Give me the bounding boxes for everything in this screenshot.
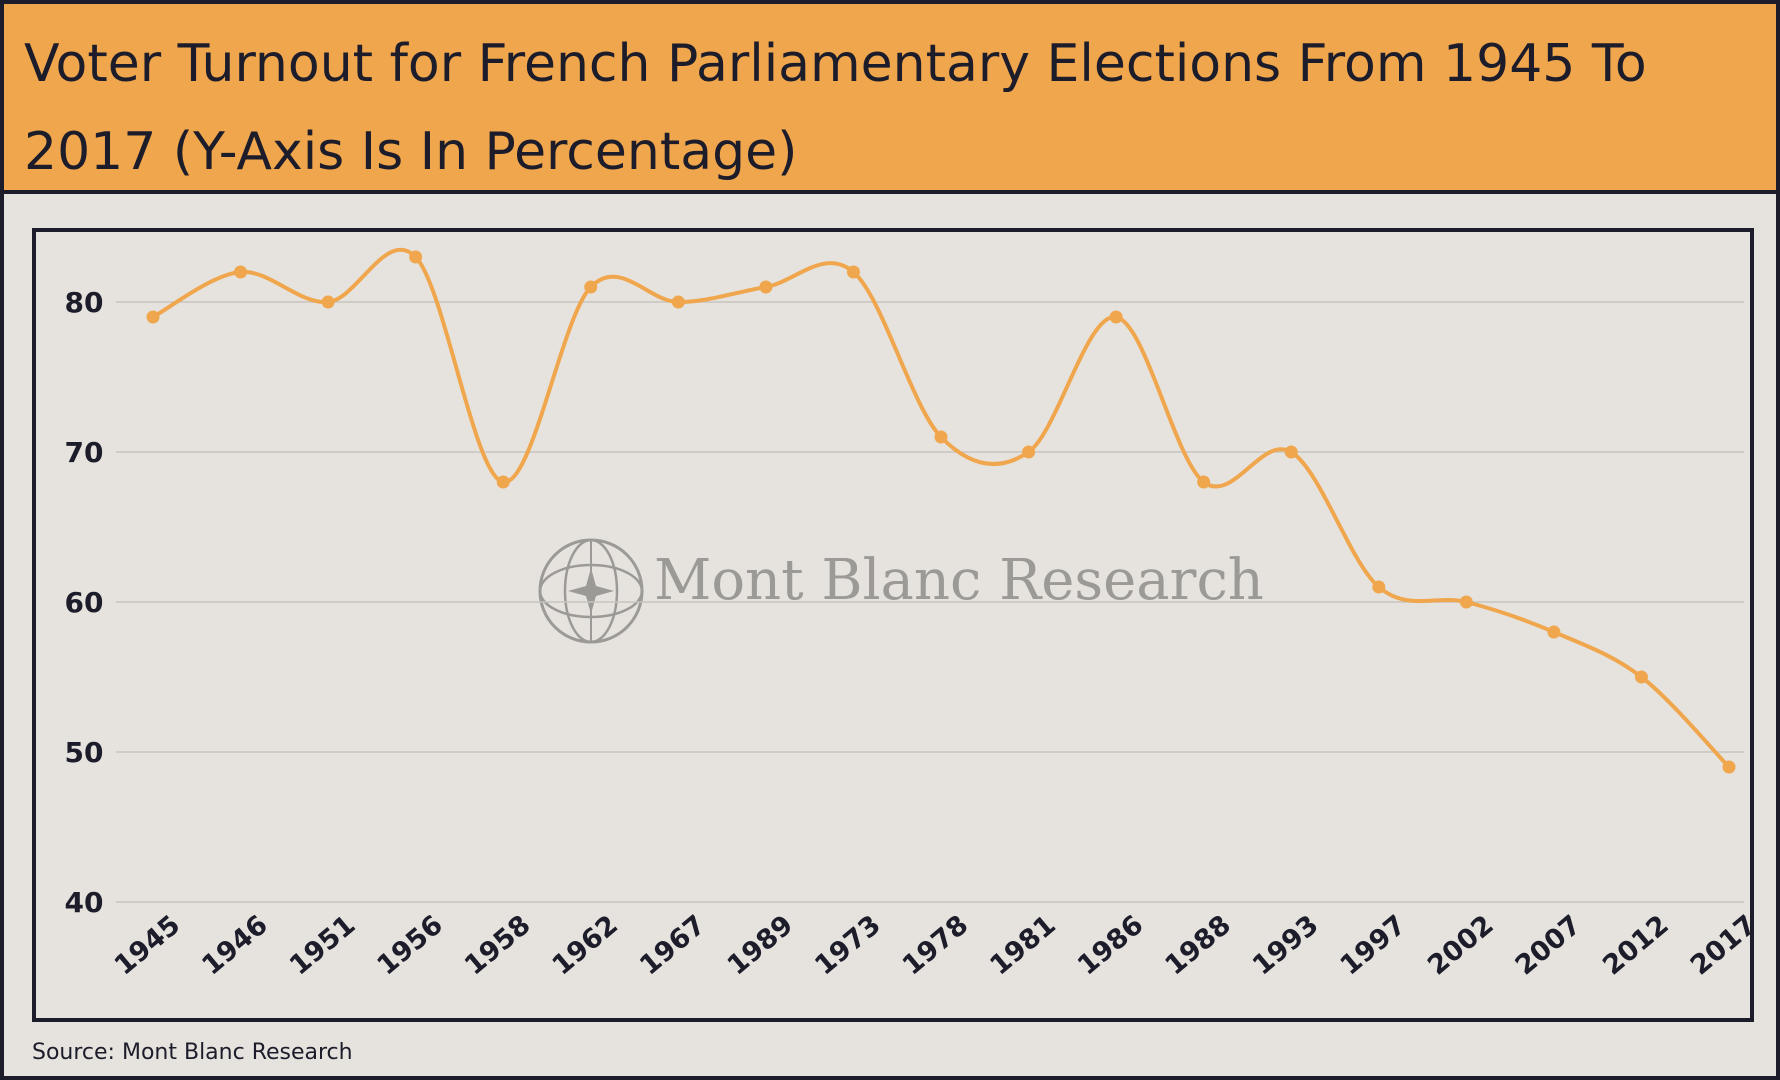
x-tick-label: 1958 <box>459 909 536 981</box>
x-tick-label: 1986 <box>1072 909 1149 981</box>
data-point-1962[interactable] <box>584 280 598 294</box>
x-axis-ticks: 1945 1946 1951 1956 1958 1962 1967 1989 1973 1978… <box>109 909 1750 981</box>
data-point-1945[interactable] <box>146 310 160 324</box>
chart-title: Voter Turnout for French Parliamentary E… <box>24 34 1647 182</box>
data-point-1997[interactable] <box>1372 580 1386 594</box>
data-point-1958[interactable] <box>496 475 510 489</box>
data-point-1951[interactable] <box>321 295 335 309</box>
x-tick-label: 2017 <box>1685 909 1750 981</box>
x-tick-label: 1946 <box>196 909 273 981</box>
data-point-2007[interactable] <box>1547 625 1561 639</box>
grid-lines <box>116 301 1744 903</box>
x-tick-label: 1988 <box>1159 909 1236 981</box>
data-point-1967[interactable] <box>671 295 685 309</box>
data-point-2017[interactable] <box>1722 760 1736 774</box>
x-tick-label: 1978 <box>897 909 974 981</box>
series-line-layer <box>152 247 1731 769</box>
data-point-1993[interactable] <box>1284 445 1298 459</box>
y-tick-label: 70 <box>65 436 104 469</box>
x-tick-label: 2002 <box>1422 909 1499 981</box>
data-point-1988[interactable] <box>1197 475 1211 489</box>
chart-frame: Voter Turnout for French Parliamentary E… <box>4 4 1776 1076</box>
y-tick-label: 40 <box>65 886 104 919</box>
x-tick-label: 1951 <box>284 909 361 981</box>
y-tick-label: 60 <box>65 586 104 619</box>
data-point-1973[interactable] <box>846 265 860 279</box>
compass-star-globe-icon <box>538 538 644 644</box>
x-tick-label: 1967 <box>634 909 711 981</box>
data-point-1956[interactable] <box>409 250 423 264</box>
data-point-1946[interactable] <box>234 265 248 279</box>
y-tick-label: 50 <box>65 736 104 769</box>
series-line-voter-turnout <box>152 247 1731 769</box>
x-tick-label: 1981 <box>984 909 1061 981</box>
x-tick-label: 1973 <box>809 909 886 981</box>
y-axis-ticks: 40 50 60 70 80 <box>65 286 104 919</box>
x-tick-label: 1945 <box>109 909 186 981</box>
data-point-1986[interactable] <box>1109 310 1123 324</box>
x-tick-label: 1989 <box>722 909 799 981</box>
source-note: Source: Mont Blanc Research <box>32 1040 353 1065</box>
data-point-1978[interactable] <box>934 430 948 444</box>
x-tick-label: 1962 <box>547 909 624 981</box>
x-tick-label: 1993 <box>1247 909 1324 981</box>
x-tick-label: 1956 <box>371 909 448 981</box>
data-point-2002[interactable] <box>1459 595 1473 609</box>
x-tick-label: 2007 <box>1510 909 1587 981</box>
y-tick-label: 80 <box>65 286 104 319</box>
data-point-2012[interactable] <box>1634 670 1648 684</box>
data-points <box>146 250 1736 774</box>
title-bar: Voter Turnout for French Parliamentary E… <box>4 4 1776 194</box>
x-tick-label: 1997 <box>1335 909 1412 981</box>
x-tick-label: 2012 <box>1597 909 1674 981</box>
plot-area: Mont Blanc Research 40 50 60 70 80 1945 1946 1… <box>32 228 1754 1022</box>
data-point-1981[interactable] <box>1022 445 1036 459</box>
data-point-1989[interactable] <box>759 280 773 294</box>
